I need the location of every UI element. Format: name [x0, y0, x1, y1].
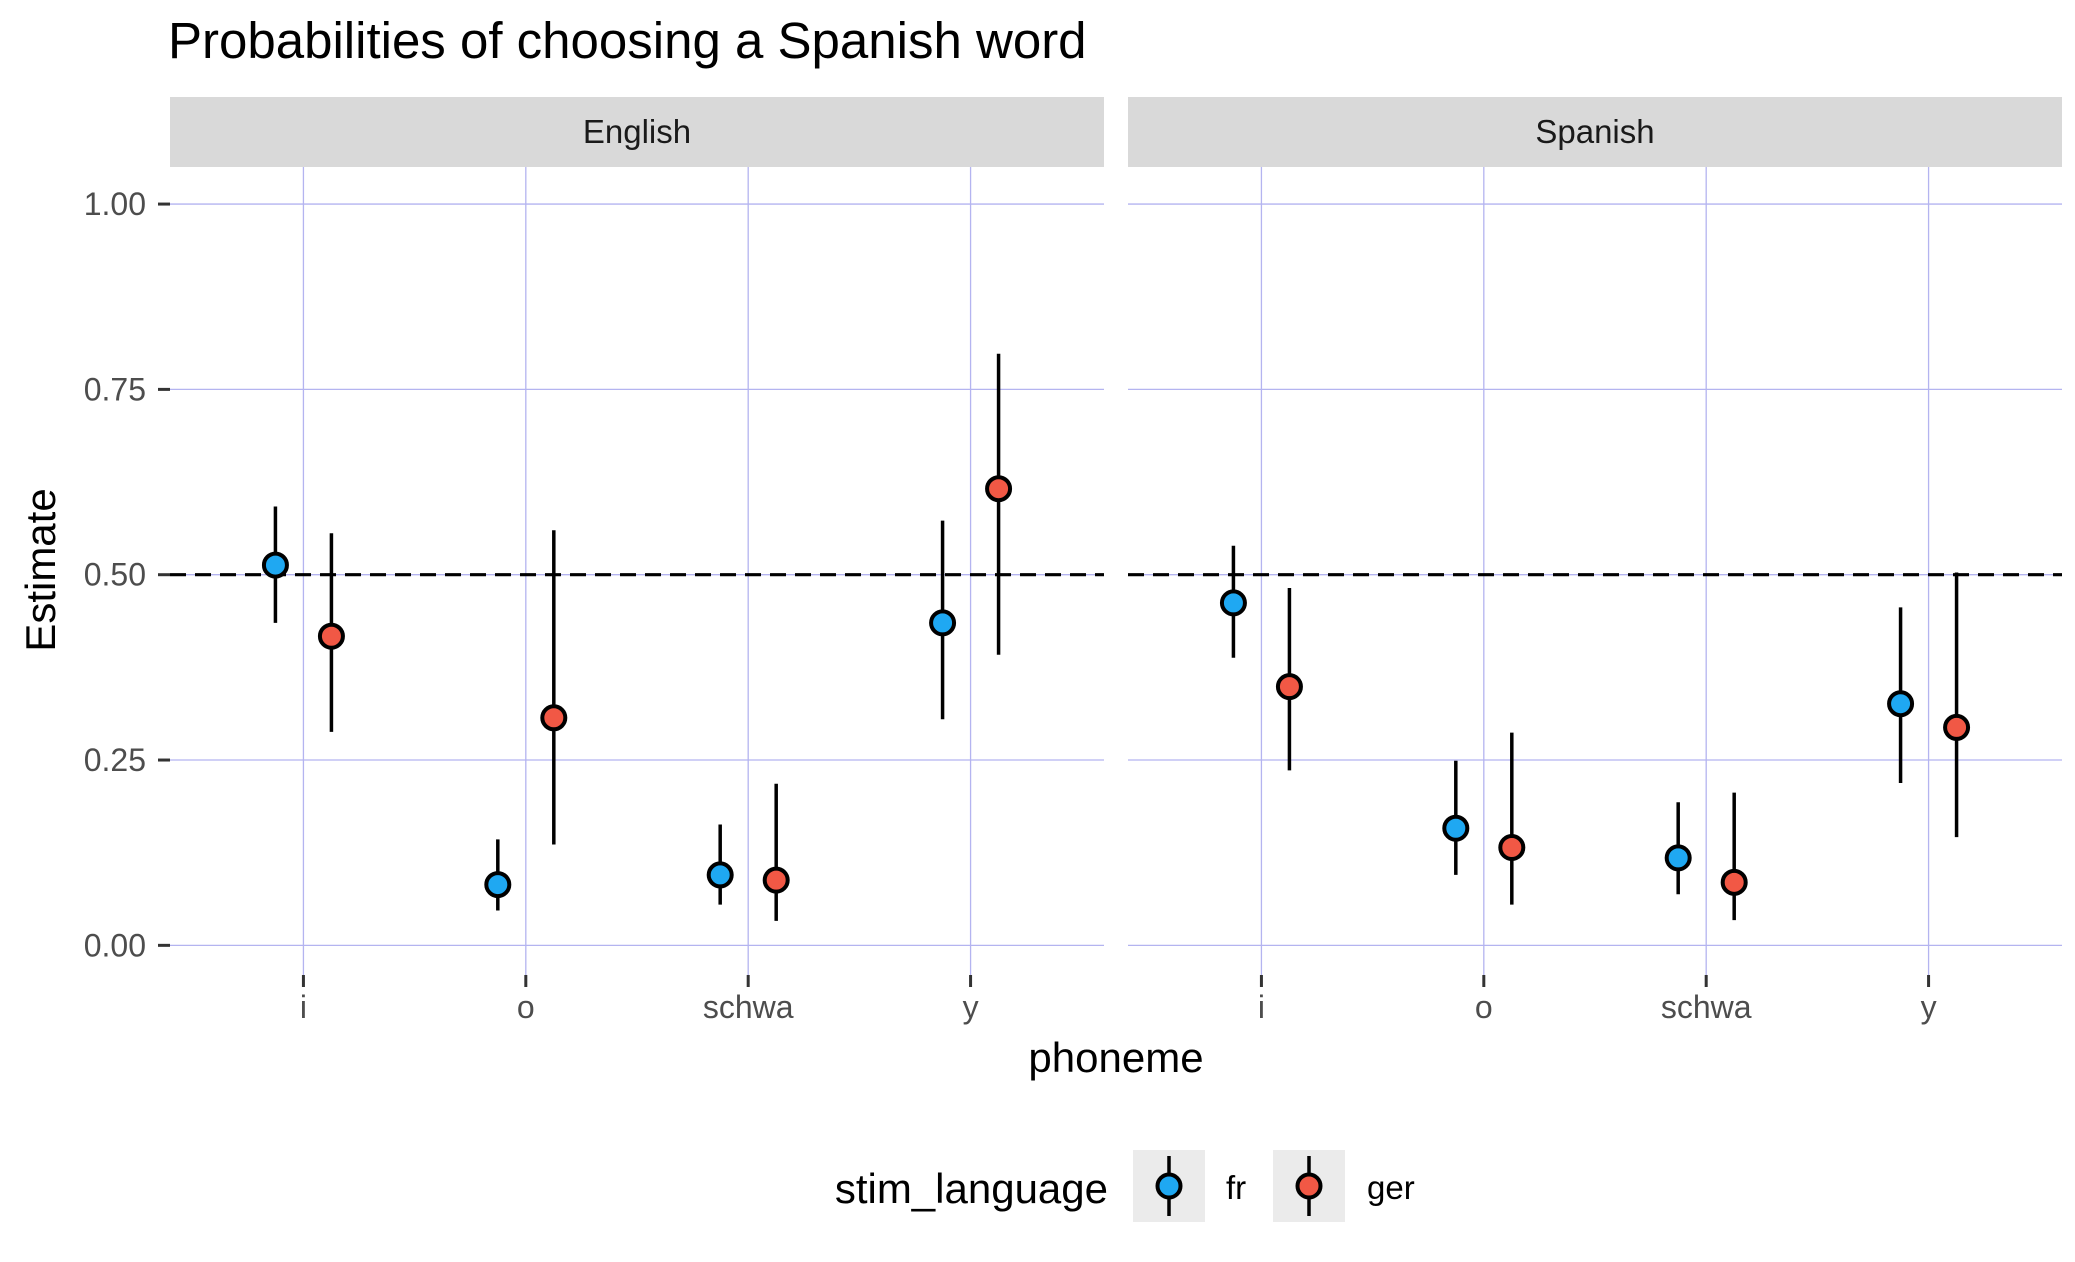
x-tick-label: o — [517, 989, 535, 1025]
legend-title: stim_language — [835, 1165, 1108, 1212]
y-axis-title: Estimate — [17, 488, 64, 651]
facet-strip-spanish — [1128, 97, 2062, 167]
legend-label-ger: ger — [1367, 1169, 1415, 1206]
y-tick-label: 1.00 — [84, 186, 146, 222]
legend-key-point — [1295, 1172, 1323, 1200]
data-point-ger — [1498, 833, 1526, 861]
facet-strip-label-spanish: Spanish — [1535, 113, 1654, 150]
data-point-ger — [1943, 713, 1971, 741]
data-point-ger — [317, 622, 345, 650]
x-axis: i o schwa y i o schwa y — [300, 975, 1937, 1025]
data-point-fr — [1219, 589, 1247, 617]
legend-key-point — [1155, 1172, 1183, 1200]
y-tick-label: 0.00 — [84, 927, 146, 963]
data-point-fr — [706, 861, 734, 889]
chart-title: Probabilities of choosing a Spanish word — [168, 12, 1087, 69]
data-point-fr — [1442, 814, 1470, 842]
x-tick-label: schwa — [703, 989, 794, 1025]
data-point-ger — [540, 704, 568, 732]
data-point-fr — [929, 609, 957, 637]
data-point-ger — [1275, 673, 1303, 701]
y-tick-label: 0.50 — [84, 557, 146, 593]
x-tick-label: i — [1258, 989, 1265, 1025]
data-point-fr — [261, 551, 289, 579]
legend-key-ger — [1295, 1156, 1323, 1216]
legend-label-fr: fr — [1226, 1169, 1246, 1206]
facet-panel-english — [170, 167, 1104, 975]
x-tick-label: i — [300, 989, 307, 1025]
y-tick-label: 0.25 — [84, 742, 146, 778]
x-tick-label: y — [1921, 989, 1937, 1025]
facet-strip-english — [170, 97, 1104, 167]
legend: stim_language fr ger — [835, 1150, 1415, 1222]
y-tick-label: 0.75 — [84, 371, 146, 407]
data-point-fr — [1664, 844, 1692, 872]
x-axis-title: phoneme — [1028, 1034, 1203, 1081]
data-point-ger — [762, 866, 790, 894]
facet-strip-label-english: English — [583, 113, 691, 150]
x-tick-label: y — [963, 989, 979, 1025]
data-point-ger — [1720, 868, 1748, 896]
data-point-fr — [1887, 690, 1915, 718]
facet-panel-spanish — [1128, 167, 2062, 975]
legend-key-fr — [1155, 1156, 1183, 1216]
x-tick-label: schwa — [1661, 989, 1752, 1025]
data-point-ger — [985, 475, 1013, 503]
data-point-fr — [484, 871, 512, 899]
y-axis: 0.00 0.25 0.50 0.75 1.00 — [84, 186, 170, 963]
x-tick-label: o — [1475, 989, 1493, 1025]
